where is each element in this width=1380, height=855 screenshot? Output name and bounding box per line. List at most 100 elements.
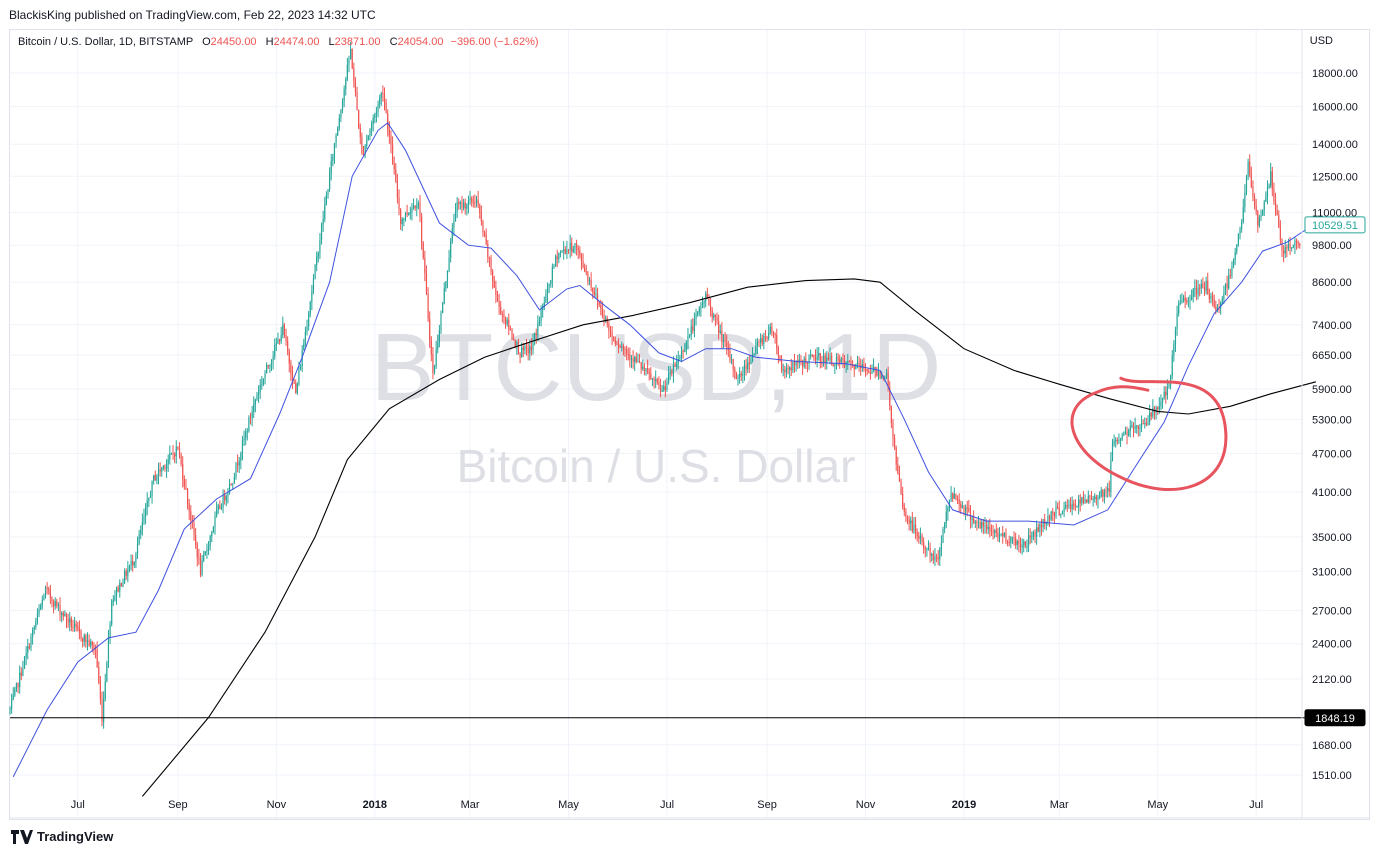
candle-up (346, 57, 348, 82)
candle-up (695, 308, 697, 326)
candle-up (217, 503, 219, 515)
candle-down (287, 336, 289, 356)
candle-body (661, 390, 663, 392)
candle-body (690, 326, 692, 336)
candle-down (590, 272, 592, 292)
candle-body (621, 346, 623, 348)
candle-body (144, 507, 147, 517)
candle-body (220, 507, 223, 509)
candle-up (1270, 162, 1272, 188)
candle-body (556, 256, 558, 259)
candle-body (1140, 423, 1143, 428)
candle-body (275, 343, 277, 345)
candle-body (687, 336, 689, 343)
y-tick-label: 5300.00 (1312, 414, 1352, 426)
candle-down (432, 347, 434, 380)
candle-body (669, 371, 671, 375)
candle-body (1040, 524, 1043, 528)
candle-body (382, 93, 384, 95)
candle-body (601, 308, 604, 316)
candle-body (1226, 283, 1228, 289)
candle-body (626, 349, 628, 354)
candle-up (214, 511, 216, 535)
candle-up (86, 632, 89, 651)
y-tick-label: 5900.00 (1312, 384, 1352, 396)
candle-up (1031, 531, 1033, 544)
candle-body (153, 475, 155, 481)
candle-body (186, 488, 189, 504)
candle-up (450, 237, 452, 263)
candle-down (17, 682, 19, 694)
candle-body (756, 341, 758, 346)
candle-body (1276, 210, 1278, 216)
candle-body (151, 480, 153, 496)
candle-body (992, 531, 994, 533)
candle-down (577, 245, 579, 260)
candle-down (52, 599, 55, 614)
candle-body (1194, 287, 1196, 290)
candle-down (721, 322, 723, 349)
candle-down (706, 287, 708, 299)
candle-body (835, 357, 838, 366)
candle-up (1179, 294, 1181, 306)
candle-body (1000, 533, 1002, 535)
candle-up (834, 363, 836, 375)
candle-body (755, 345, 757, 354)
candle-up (308, 310, 310, 331)
candle-down (1073, 499, 1075, 510)
candle-body (1134, 426, 1136, 429)
candle-down (850, 356, 852, 371)
candle-body (36, 613, 39, 622)
candle-up (144, 503, 147, 525)
candle-body (82, 638, 84, 642)
candle-body (730, 359, 733, 361)
candle-down (1108, 480, 1110, 497)
candle-down (1249, 154, 1251, 178)
candle-body (320, 224, 323, 240)
candle-up (785, 363, 788, 378)
candle-body (1178, 303, 1180, 314)
candle-up (1068, 499, 1070, 509)
candle-up (947, 505, 949, 521)
candle-body (453, 220, 455, 229)
candle-body (1197, 287, 1199, 295)
candle-body (1060, 513, 1062, 516)
candle-up (669, 366, 671, 380)
candle-body (1011, 537, 1014, 539)
candle-down (1048, 514, 1051, 528)
candle-body (241, 440, 244, 454)
candle-down (819, 352, 821, 369)
candle-body (193, 522, 195, 536)
candle-down (99, 675, 101, 705)
candle-up (1100, 486, 1102, 498)
candle-down (1137, 425, 1139, 437)
candle-body (818, 353, 820, 356)
candle-body (935, 556, 938, 558)
candle-body (1076, 506, 1078, 508)
candle-body (280, 335, 282, 342)
candle-down (472, 195, 474, 208)
candle-body (62, 612, 64, 617)
candle-up (130, 554, 132, 571)
candle-body (117, 587, 119, 592)
candle-body (485, 234, 487, 244)
candle-body (1186, 301, 1188, 303)
candle-up (299, 364, 302, 371)
candle-down (1005, 528, 1007, 545)
candle-body (462, 202, 465, 209)
candle-body (424, 257, 426, 274)
candle-body (1005, 533, 1007, 542)
candle-down (903, 502, 905, 517)
candle-down (622, 343, 625, 356)
candle-body (1069, 504, 1072, 510)
candle-body (1211, 295, 1214, 300)
candle-body (288, 351, 290, 364)
tradingview-footer[interactable]: TradingView (11, 829, 113, 844)
candle-body (1174, 329, 1177, 345)
candle-down (571, 237, 573, 257)
candle-up (1092, 495, 1094, 507)
candle-body (501, 313, 503, 315)
candle-down (1271, 166, 1273, 197)
chart-frame[interactable] (9, 29, 1370, 820)
